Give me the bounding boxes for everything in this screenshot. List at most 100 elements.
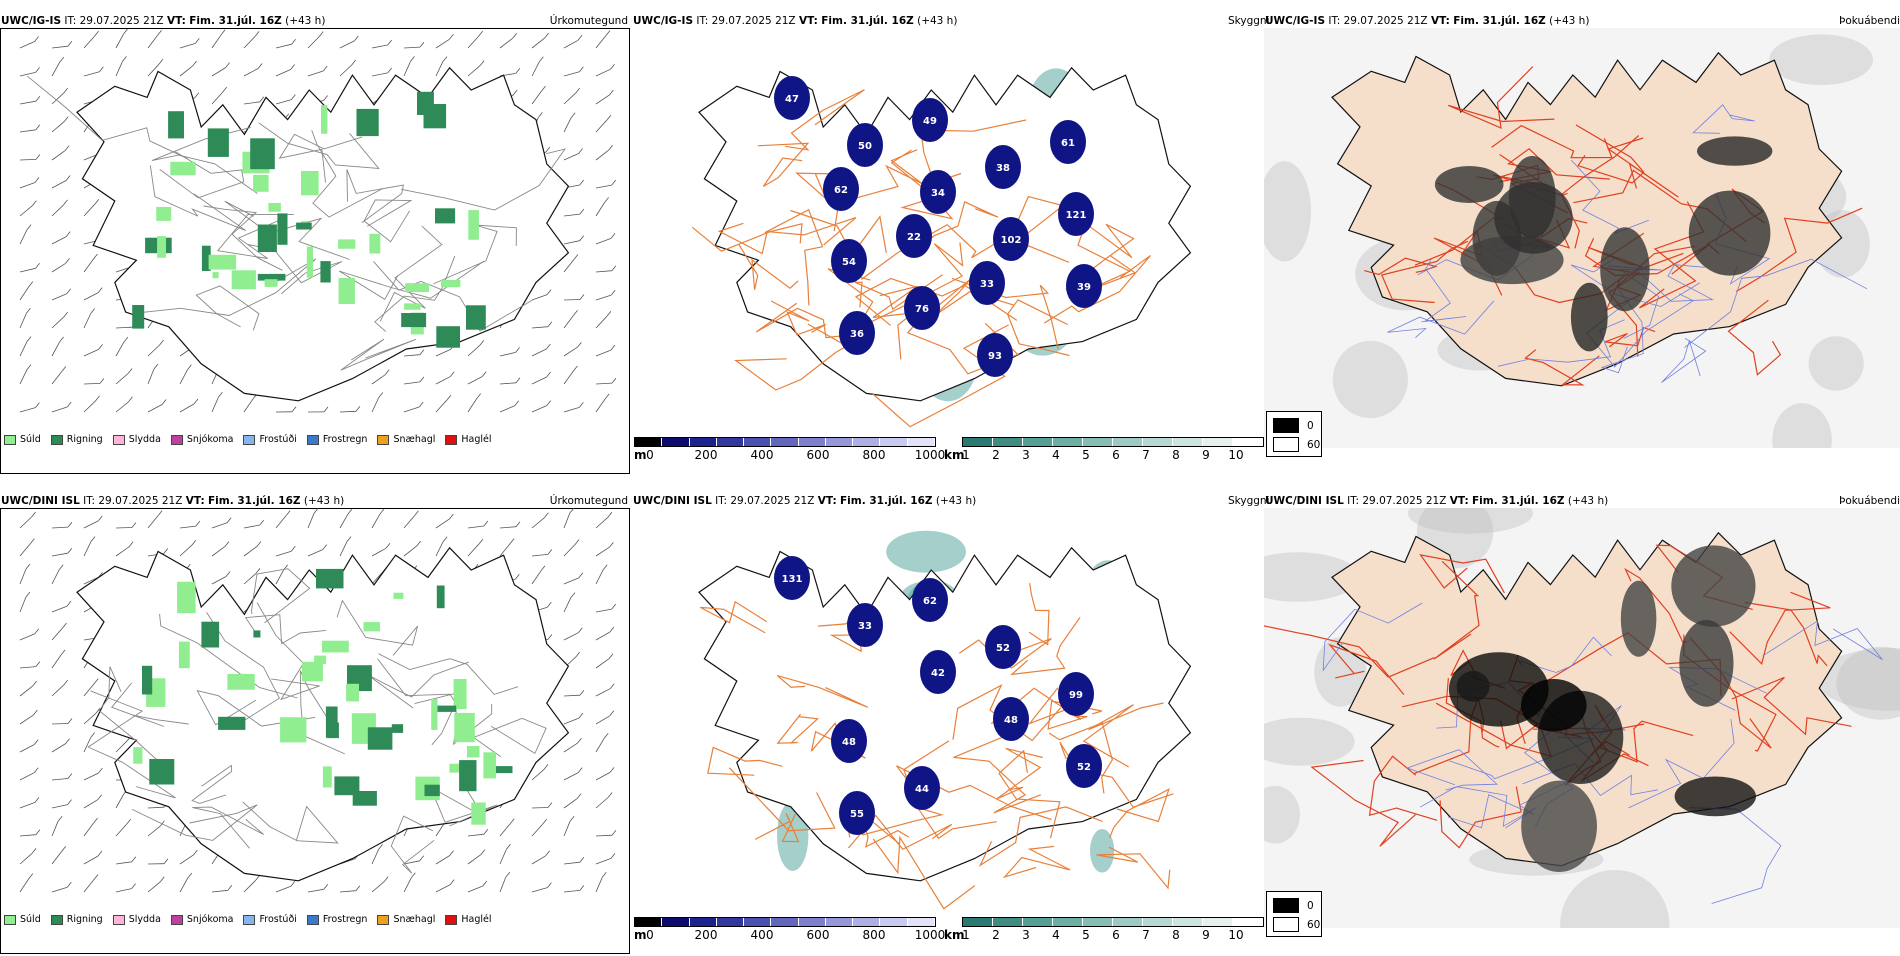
wind-barb-flag bbox=[420, 856, 424, 861]
precip-cell bbox=[314, 656, 326, 664]
wind-barb-flag bbox=[579, 573, 583, 578]
wind-barb bbox=[276, 886, 291, 892]
wind-barb bbox=[532, 327, 548, 328]
wind-barb-flag bbox=[26, 308, 30, 313]
wind-barb bbox=[596, 835, 612, 836]
precip-cell bbox=[468, 210, 479, 240]
colorbar-step bbox=[744, 918, 771, 926]
wind-barb-flag bbox=[64, 680, 68, 685]
wind-barb-flag bbox=[484, 829, 488, 834]
wind-barb-flag bbox=[578, 768, 582, 773]
wind-barb-flag bbox=[539, 57, 543, 62]
colorbar-step bbox=[963, 918, 993, 926]
wind-barb bbox=[532, 38, 545, 48]
legend-label: Snjókoma bbox=[187, 914, 234, 925]
colorbar-step bbox=[799, 918, 826, 926]
fog-legend-row: 60 bbox=[1273, 437, 1320, 452]
wind-barb bbox=[436, 377, 450, 384]
colorbar-step bbox=[993, 438, 1023, 446]
wind-barb bbox=[212, 523, 227, 528]
wind-barb bbox=[52, 407, 67, 412]
tick-label: 400 bbox=[751, 448, 774, 462]
visibility-area bbox=[886, 531, 966, 573]
legend-swatch bbox=[51, 435, 63, 445]
wind-barb bbox=[52, 62, 60, 76]
wind-barb bbox=[20, 370, 27, 384]
wind-barb bbox=[564, 743, 577, 752]
wind-barb-flag bbox=[610, 684, 614, 689]
wind-barb-flag bbox=[187, 365, 191, 370]
wind-barb-flag bbox=[348, 509, 352, 514]
wind-barb-flag bbox=[324, 96, 328, 101]
ceiling-colorbar bbox=[634, 917, 936, 927]
wind-barb bbox=[276, 551, 291, 556]
wind-barb-flag bbox=[291, 546, 295, 551]
tick-label: 9 bbox=[1202, 448, 1210, 462]
ceiling-value: 44 bbox=[915, 784, 929, 795]
wind-barb bbox=[564, 578, 579, 584]
precip-cell bbox=[156, 207, 171, 221]
wind-barb-flag bbox=[223, 87, 227, 92]
tick-label: 5 bbox=[1082, 928, 1090, 942]
wind-barb bbox=[532, 349, 546, 356]
wind-barb bbox=[532, 769, 544, 780]
colorbar-step bbox=[1203, 918, 1233, 926]
wind-barb bbox=[436, 400, 447, 412]
precip-cell bbox=[394, 593, 404, 599]
panel-name: Úrkomutegund bbox=[550, 495, 628, 508]
wind-barb-flag bbox=[515, 574, 519, 579]
precip-cell bbox=[459, 760, 476, 791]
wind-barb-flag bbox=[420, 350, 424, 355]
wind-barb bbox=[436, 542, 443, 556]
wind-barb bbox=[276, 70, 291, 77]
wind-barb bbox=[148, 807, 164, 808]
wind-barb-flag bbox=[193, 850, 197, 855]
precip-cell bbox=[201, 622, 219, 648]
wind-barb-flag bbox=[379, 393, 383, 398]
colorbar-step bbox=[853, 918, 880, 926]
tick-label: 800 bbox=[863, 928, 886, 942]
wind-barb-flag bbox=[226, 63, 230, 68]
precip-cell bbox=[316, 569, 344, 589]
precip-cell bbox=[132, 305, 144, 329]
wind-barb bbox=[52, 151, 65, 160]
wind-barb bbox=[596, 877, 602, 892]
wind-barb bbox=[52, 851, 62, 864]
wind-barb bbox=[532, 377, 547, 384]
colorbar-step bbox=[690, 438, 717, 446]
precip-map bbox=[0, 28, 630, 474]
legend-item: Snjókoma bbox=[171, 434, 234, 445]
panel-header: UWC/IG-IS IT: 29.07.2025 21Z VT: Fim. 31… bbox=[1265, 15, 1589, 28]
legend-label: Frostúði bbox=[259, 914, 296, 925]
wind-barb-flag bbox=[160, 877, 164, 882]
wind-barb bbox=[308, 889, 324, 892]
wind-barb-flag bbox=[605, 198, 609, 203]
wind-barb bbox=[596, 659, 609, 668]
wind-barb bbox=[52, 553, 68, 556]
fog-index-area bbox=[1689, 191, 1771, 276]
colorbar-step bbox=[771, 438, 798, 446]
wind-barb-flag bbox=[291, 95, 295, 100]
legend-label: Frostúði bbox=[259, 434, 296, 445]
colorbar-step bbox=[853, 438, 880, 446]
wind-barb bbox=[500, 544, 510, 556]
ceiling-value: 47 bbox=[785, 94, 799, 105]
wind-barb bbox=[340, 514, 348, 528]
wind-barb bbox=[84, 72, 99, 76]
wind-barb bbox=[468, 526, 484, 528]
wind-barb bbox=[468, 855, 481, 864]
wind-barb-flag bbox=[578, 628, 582, 633]
fog-map bbox=[1264, 28, 1900, 448]
wind-barb-flag bbox=[32, 201, 36, 206]
precip-cell bbox=[405, 283, 429, 292]
wind-barb bbox=[180, 545, 192, 556]
wind-barb bbox=[52, 342, 60, 356]
wind-barb bbox=[596, 316, 607, 328]
wind-barb-flag bbox=[257, 542, 261, 547]
wind-barb-flag bbox=[419, 402, 423, 407]
wind-barb-flag bbox=[610, 627, 614, 632]
wind-barb-flag bbox=[417, 541, 421, 546]
fog-index-area bbox=[1621, 581, 1657, 657]
precip-cell bbox=[208, 128, 229, 157]
colorbar-step bbox=[993, 918, 1023, 926]
